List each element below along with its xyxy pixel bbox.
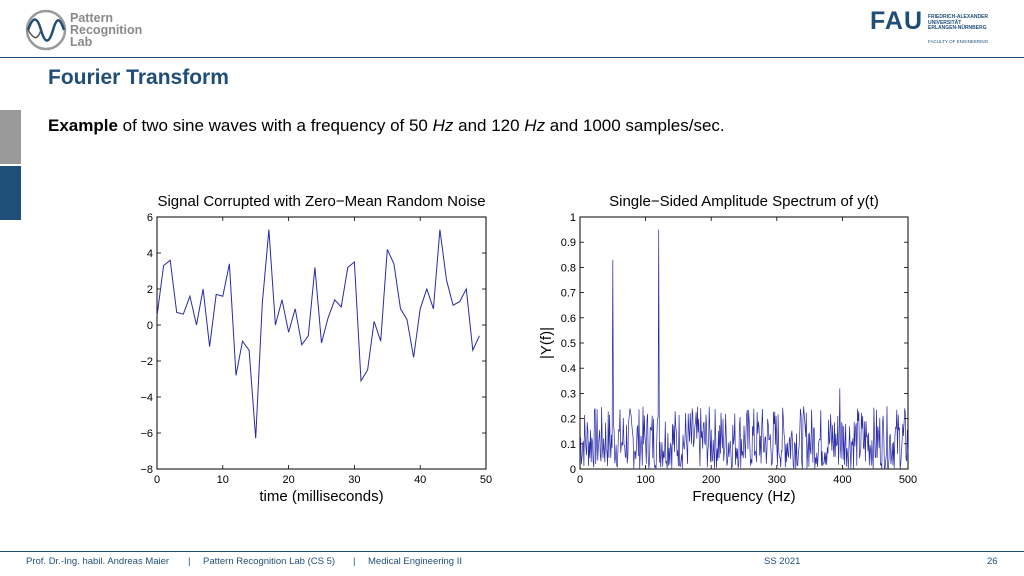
intro-bold: Example [48, 116, 118, 135]
y-tick-label: −4 [140, 392, 153, 404]
lab-logo-icon [25, 9, 67, 51]
x-tick-label: 500 [899, 474, 917, 486]
y-tick-label: −8 [140, 464, 153, 476]
lab-logo-line: Pattern [70, 11, 114, 25]
intro-unit: Hz [524, 116, 546, 135]
y-tick-label: 0.1 [561, 439, 576, 451]
y-tick-label: 0.6 [561, 313, 576, 325]
lab-logo-line: Recognition [70, 23, 143, 37]
side-tab-previous [0, 110, 21, 164]
x-tick-label: 100 [636, 474, 654, 486]
x-axis-label: Frequency (Hz) [692, 488, 795, 505]
x-tick-label: 10 [217, 474, 229, 486]
x-tick-label: 30 [348, 474, 360, 486]
fau-sub-line: ERLANGEN-NÜRNBERG [928, 25, 987, 31]
y-tick-label: 0.7 [561, 288, 576, 300]
y-tick-label: 0.5 [561, 338, 576, 350]
x-tick-label: 40 [414, 474, 426, 486]
y-tick-label: 4 [147, 248, 153, 260]
x-tick-label: 200 [702, 474, 720, 486]
chart-title: Signal Corrupted with Zero−Mean Random N… [157, 193, 485, 210]
y-tick-label: 2 [147, 284, 153, 296]
pattern-recognition-lab-logo: Pattern Recognition Lab [24, 8, 174, 54]
intro-part: and 1000 samples/sec. [545, 116, 725, 135]
fau-wordmark: FAU [870, 7, 923, 35]
series-line [156, 229, 480, 439]
intro-unit: Hz [432, 116, 454, 135]
y-tick-label: 0.4 [561, 363, 576, 375]
intro-text: Example of two sine waves with a frequen… [48, 116, 725, 136]
footer-separator: | [188, 556, 191, 567]
y-tick-label: −6 [140, 428, 153, 440]
y-axis-label: |Y(f)| [538, 327, 555, 359]
y-tick-label: −2 [140, 356, 153, 368]
footer-separator: | [353, 556, 356, 567]
intro-part: and 120 [453, 116, 525, 135]
header-divider [0, 57, 1024, 58]
fau-logo: FAU FRIEDRICH-ALEXANDER UNIVERSITÄT ERLA… [870, 9, 1010, 47]
slide-title: Fourier Transform [48, 66, 229, 89]
intro-part: of two sine waves with a frequency of 50 [117, 116, 433, 135]
x-tick-label: 50 [480, 474, 492, 486]
chart-title: Single−Sided Amplitude Spectrum of y(t) [609, 193, 879, 210]
x-tick-label: 20 [282, 474, 294, 486]
footer-author: Prof. Dr.-Ing. habil. Andreas Maier [26, 556, 170, 567]
y-tick-label: 0 [570, 464, 576, 476]
x-tick-label: 0 [154, 474, 160, 486]
x-tick-label: 0 [577, 474, 583, 486]
footer-course: Medical Engineering II [368, 556, 462, 567]
side-tab-current [0, 166, 21, 220]
fau-faculty: FACULTY OF ENGINEERING [928, 39, 989, 44]
x-tick-label: 300 [768, 474, 786, 486]
x-axis-label: time (milliseconds) [259, 488, 383, 505]
y-tick-label: 1 [570, 212, 576, 224]
fau-university-name: FRIEDRICH-ALEXANDER UNIVERSITÄT ERLANGEN… [928, 14, 988, 32]
footer-term: SS 2021 [764, 556, 801, 567]
fau-sub-line: FRIEDRICH-ALEXANDER [928, 14, 988, 20]
y-tick-label: 0 [147, 320, 153, 332]
lab-logo-line: Lab [70, 35, 93, 49]
footer-page-number: 26 [987, 556, 998, 567]
footer-divider [0, 551, 1024, 552]
y-tick-label: 6 [147, 212, 153, 224]
y-tick-label: 0.3 [561, 388, 576, 400]
y-tick-label: 0.9 [561, 237, 576, 249]
x-tick-label: 400 [833, 474, 851, 486]
fau-sub-line: UNIVERSITÄT [928, 19, 962, 26]
y-tick-label: 0.2 [561, 414, 576, 426]
footer-lab: Pattern Recognition Lab (CS 5) [203, 556, 336, 567]
y-tick-label: 0.8 [561, 262, 576, 274]
series-line [579, 229, 909, 470]
lab-logo-text: Pattern Recognition Lab [70, 11, 143, 49]
